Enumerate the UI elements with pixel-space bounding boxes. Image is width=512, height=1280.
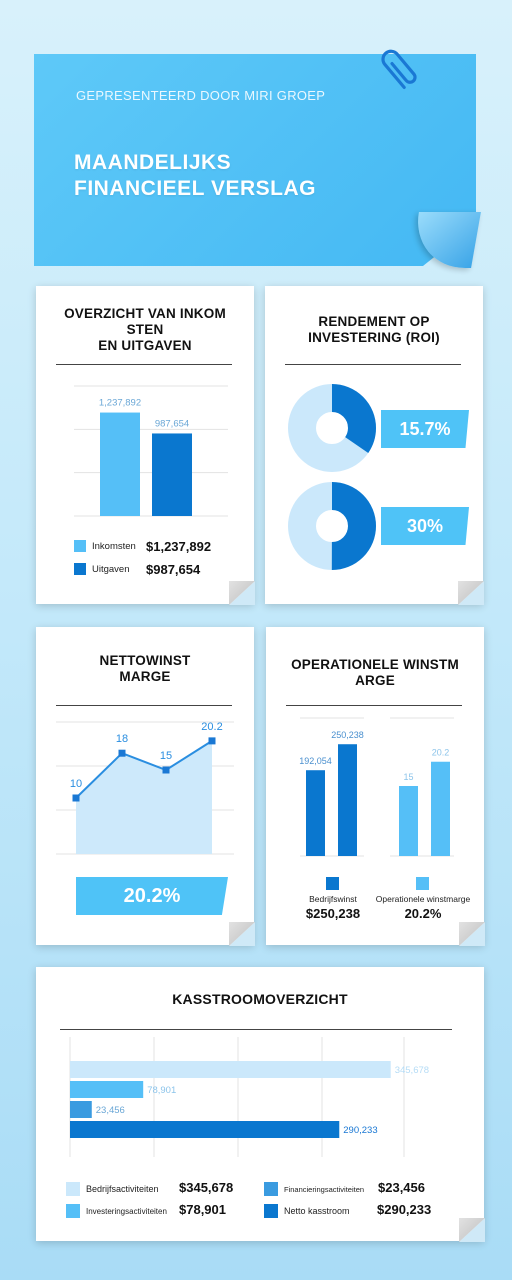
data-label: 15 bbox=[403, 772, 413, 782]
operational-margin-card-title: OPERATIONELE WINSTM ARGE bbox=[291, 657, 459, 688]
legend-label: Investeringsactiviteiten bbox=[86, 1206, 167, 1216]
income-swatch bbox=[74, 540, 86, 552]
data-label: 78,901 bbox=[147, 1085, 176, 1096]
title-divider bbox=[56, 705, 232, 706]
data-label: 987,654 bbox=[155, 418, 189, 429]
data-label: 250,238 bbox=[331, 730, 364, 740]
bar-netto kasstroom bbox=[70, 1121, 340, 1138]
cashflow-card: KASSTROOMOVERZICHT 345,678 78,901 23,456 29… bbox=[36, 967, 485, 1242]
expenses-swatch bbox=[74, 563, 86, 575]
data-point bbox=[162, 766, 170, 774]
data-point bbox=[208, 737, 216, 745]
data-label: 1,237,892 bbox=[99, 398, 141, 409]
data-label: 15 bbox=[160, 750, 172, 762]
bar-inkomsten bbox=[100, 412, 140, 516]
roi-card-title: RENDEMENT OP INVESTERING (ROI) bbox=[308, 314, 440, 345]
series-line bbox=[75, 740, 213, 799]
income-card: OVERZICHT VAN INKOM STEN EN UITGAVEN 1,2… bbox=[36, 286, 255, 605]
operational-margin-bar-chart: 192,054 250,238 15 20.2 bbox=[299, 717, 454, 857]
data-label: 20.2 bbox=[201, 721, 222, 733]
area-fill bbox=[76, 740, 212, 854]
legend-label: Uitgaven bbox=[92, 563, 130, 575]
legend-label: Netto kasstroom bbox=[284, 1206, 350, 1216]
legend-label: Financieringsactiviteiten bbox=[284, 1184, 365, 1194]
legend-item-income: Inkomsten bbox=[74, 540, 136, 552]
net-margin-highlight: 20.2% bbox=[76, 877, 228, 915]
presented-by-text: GEPRESENTEERD DOOR MIRI GROEP bbox=[76, 88, 326, 103]
title-divider bbox=[60, 1029, 452, 1030]
legend-item-operating: Bedrijfsactiviteiten bbox=[66, 1182, 159, 1196]
legend-label: Inkomsten bbox=[92, 540, 136, 552]
operating-margin-swatch bbox=[416, 877, 429, 890]
net-margin-card: NETTOWINST MARGE 10 18 15 20.2 20.2% bbox=[36, 627, 255, 946]
data-label: 290,233 bbox=[343, 1125, 377, 1136]
data-label: 345,678 bbox=[395, 1065, 429, 1076]
legend-item-expenses: Uitgaven bbox=[74, 563, 130, 575]
data-label: 20.2 bbox=[432, 748, 450, 758]
header-banner bbox=[34, 54, 476, 266]
data-point bbox=[72, 794, 80, 802]
financing-swatch bbox=[264, 1182, 278, 1196]
net-margin-card-title: NETTOWINST MARGE bbox=[99, 653, 191, 684]
net-swatch bbox=[264, 1204, 278, 1218]
roi-donut-1 bbox=[288, 384, 376, 472]
title-divider bbox=[285, 364, 461, 365]
operational-margin-card: OPERATIONELE WINSTM ARGE 192,054 250,238 1… bbox=[266, 627, 485, 946]
title-divider bbox=[286, 705, 462, 706]
donut-slice bbox=[288, 482, 376, 570]
bar-investeringsactiviteiten bbox=[70, 1081, 144, 1098]
financing-value: $23,456 bbox=[378, 1180, 425, 1195]
cashflow-card-title: KASSTROOMOVERZICHT bbox=[172, 991, 348, 1007]
paperclip-icon bbox=[381, 49, 417, 89]
bar-bedrijfsactiviteiten bbox=[70, 1061, 391, 1078]
bar-uitgaven bbox=[152, 433, 192, 516]
bar-operating-profit bbox=[306, 770, 325, 856]
bar-operating-margin bbox=[399, 786, 418, 856]
bar-operating-profit bbox=[338, 744, 357, 856]
expenses-value: $987,654 bbox=[146, 562, 201, 577]
legend-item-financing: Financieringsactiviteiten bbox=[264, 1182, 364, 1196]
legend-label: Bedrijfswinst bbox=[309, 894, 357, 904]
net-margin-area-chart: 10 18 15 20.2 bbox=[56, 721, 234, 855]
operating-profit-value: $250,238 bbox=[305, 906, 361, 921]
operating-profit-swatch bbox=[326, 877, 339, 890]
net-value: $290,233 bbox=[377, 1202, 432, 1217]
roi-donut-2 bbox=[288, 482, 376, 570]
income-card-title: OVERZICHT VAN INKOM STEN EN UITGAVEN bbox=[64, 306, 226, 353]
cashflow-bar-chart: 345,678 78,901 23,456 290,233 bbox=[69, 1037, 429, 1157]
data-label: 18 bbox=[116, 733, 128, 745]
bar-financieringsactiviteiten bbox=[70, 1101, 92, 1118]
investing-value: $78,901 bbox=[179, 1202, 226, 1217]
legend-item-net: Netto kasstroom bbox=[264, 1204, 350, 1218]
title-divider bbox=[56, 364, 232, 365]
operating-margin-value: 20.2% bbox=[404, 906, 442, 921]
data-label: 192,054 bbox=[299, 756, 332, 766]
operating-swatch bbox=[66, 1182, 80, 1196]
roi-value-1: 15.7% bbox=[381, 410, 469, 448]
investing-swatch bbox=[66, 1204, 80, 1218]
income-value: $1,237,892 bbox=[146, 539, 212, 554]
data-label: 10 bbox=[70, 778, 82, 790]
data-point bbox=[118, 749, 126, 757]
operating-value: $345,678 bbox=[179, 1180, 234, 1195]
legend-label: Operationele winstmarge bbox=[375, 894, 471, 904]
roi-card: RENDEMENT OP INVESTERING (ROI) 15.7% 30% bbox=[265, 286, 484, 605]
donut-slice bbox=[288, 384, 376, 472]
bar-operating-margin bbox=[431, 761, 450, 856]
legend-item-investing: Investeringsactiviteiten bbox=[66, 1204, 167, 1218]
page-title: MAANDELIJKS FINANCIEEL VERSLAG bbox=[74, 151, 316, 200]
legend-label: Bedrijfsactiviteiten bbox=[86, 1184, 159, 1194]
income-bar-chart: 1,237,892 987,654 bbox=[74, 385, 228, 517]
roi-value-2: 30% bbox=[381, 507, 469, 545]
data-label: 23,456 bbox=[96, 1105, 125, 1116]
